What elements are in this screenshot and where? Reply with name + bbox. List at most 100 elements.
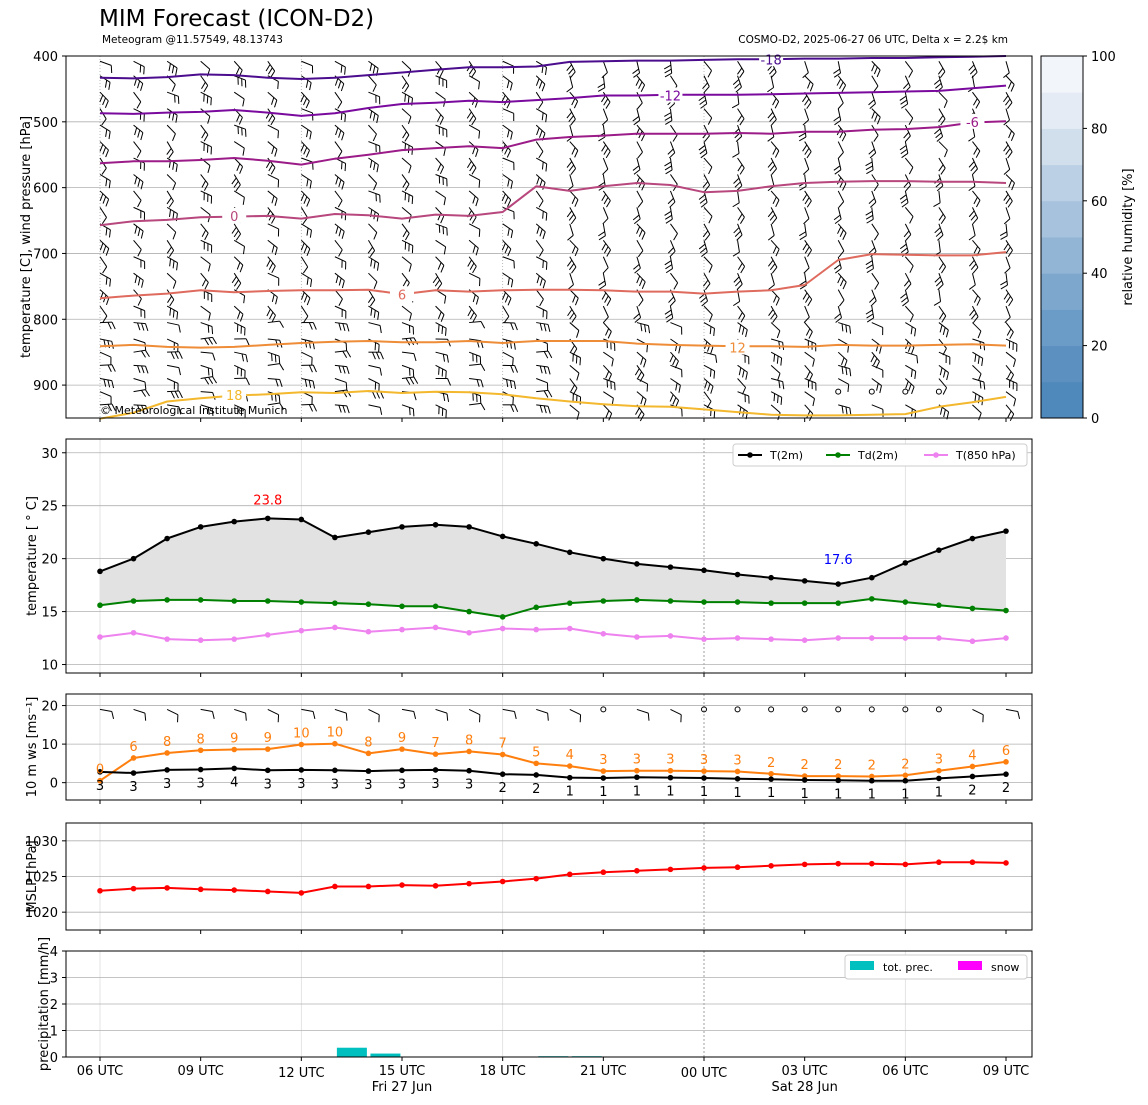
wind-barb [167,390,183,399]
wind-barb [903,272,912,291]
wind-barb [569,351,581,366]
wind-barb [368,91,381,105]
wind-barb [99,391,112,404]
chart-title: MIM Forecast (ICON-D2) [99,6,375,32]
wind-barb [502,272,514,288]
gust-value-label: 2 [901,757,909,772]
wind-barb [999,223,1008,240]
mslp-point [533,875,540,882]
wind-barb [133,378,147,390]
gust-point [768,770,774,777]
wind-barb [200,141,212,155]
speed-value-label: 1 [599,785,607,800]
isotherm-label: 6 [398,288,406,303]
wind-barb [468,351,482,365]
gust-value-label: 3 [700,753,708,768]
wind-barb [669,391,680,408]
colorbar-segment [1041,200,1083,238]
mslp-line [99,861,1007,894]
wind-barb [233,157,244,174]
wind-barb [670,378,681,393]
series-point [600,555,607,562]
surface-wind-barb [368,708,380,723]
mslp-point [835,860,842,867]
wind-barb [99,108,107,126]
wind-barb [368,305,380,320]
series-point [868,596,875,602]
wind-barb [234,377,250,386]
wind-barb [133,108,145,122]
wind-barb [300,91,310,109]
gust-line [99,742,1007,782]
wind-barb [435,75,448,89]
series-line [99,597,1007,618]
wind-barb [266,305,276,323]
wind-barb [1003,108,1010,126]
wind-barb [468,141,479,157]
gust-point [902,772,909,779]
colorbar-tick-label: 80 [1091,122,1108,137]
gust-value-label: 2 [801,758,809,773]
y-tick-label: 10 [41,738,58,753]
colorbar-tick-label: 20 [1091,340,1108,355]
wind-barb [804,338,817,352]
speed-point [768,776,774,782]
wind-barb [871,322,884,336]
wind-barb [536,404,551,414]
wind-barb [502,378,517,390]
series-point [835,635,842,641]
series-point [332,600,338,606]
speed-value-label: 3 [465,778,473,793]
legend-swatch [958,961,982,970]
wind-barb [636,272,646,290]
speed-line [99,767,1007,782]
wind-barb [670,223,678,241]
gust-value-label: 2 [834,758,842,773]
wind-barb [435,108,444,125]
wind-barb [166,60,178,76]
wind-barb [905,322,917,337]
series-point [600,598,607,604]
wind-barb [166,272,177,289]
wind-barb [703,207,713,224]
wind-barb [267,320,284,328]
wind-barb [703,272,711,290]
mslp-point [399,882,405,888]
surface-wind-barb [133,708,147,721]
wind-barb [602,404,613,421]
colorbar-segment [1041,381,1083,419]
wind-barb [1003,289,1014,307]
wind-barb [368,108,379,124]
series-point [533,604,540,611]
series-point [164,636,170,642]
wind-barb [972,364,982,381]
y-tick-label: 1025 [25,871,58,886]
legend-label: T(850 hPa) [955,449,1016,462]
wind-barb [401,75,410,93]
series-point [97,568,103,575]
mslp-point [164,885,170,891]
series-point [298,627,305,634]
speed-value-label: 3 [163,777,171,792]
series-point [164,597,170,603]
isotherm-line [99,84,1007,117]
wind-barb [133,289,142,306]
wind-barb [802,108,810,126]
x-tick-label: 03 UTC [781,1064,827,1079]
surface-wind-barb [636,708,650,721]
wind-barb [99,321,116,330]
gust-point [701,768,707,774]
wind-barb [501,190,512,207]
wind-barb [133,91,142,109]
wind-barb [933,190,941,208]
wind-barb [166,378,179,392]
wind-barb [767,108,777,126]
wind-barb [265,108,276,126]
wind-barb [99,338,114,349]
speed-point [298,767,305,773]
wind-barb [934,223,944,241]
y-tick-label: 600 [33,182,58,197]
isotherm-label: -6 [966,116,979,131]
speed-point [701,775,707,781]
series-point [365,529,372,535]
